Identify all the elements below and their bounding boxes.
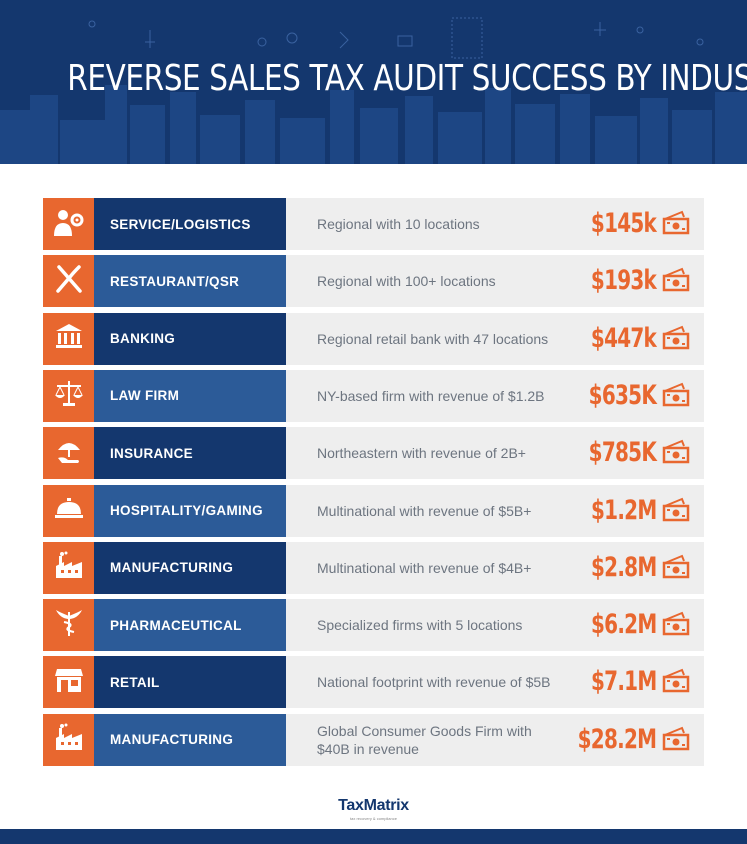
table-row: SERVICE/LOGISTICS Regional with 10 locati… [43,198,704,250]
table-row: INSURANCE Northeastern with revenue of 2B… [43,427,704,480]
industry-label: INSURANCE [110,445,193,461]
industry-label-box: INSURANCE [94,427,286,480]
industry-label-box: RESTAURANT/QSR [94,255,286,308]
description-box: Global Consumer Goods Firm with $40B in … [286,713,704,766]
description-box: Northeastern with revenue of 2B+ [286,427,704,480]
recovered-amount: $447k [590,322,657,354]
service-bell-icon [53,495,85,526]
logo-text: TaxMatrix [338,797,409,814]
industry-label: SERVICE/LOGISTICS [110,216,251,232]
money-icon [662,611,690,642]
industry-description: Northeastern with revenue of 2B+ [317,445,526,462]
bank-icon [54,322,84,355]
recovered-amount: $193k [590,265,657,297]
factory-icon [54,722,84,757]
table-row: HOSPITALITY/GAMING Multinational with rev… [43,484,704,537]
city-skyline-graphic [0,17,747,164]
factory-icon [54,550,84,585]
money-icon [662,325,690,356]
industry-icon-box [43,656,94,709]
money-icon [662,497,690,528]
industry-label: BANKING [110,331,176,347]
money-icon [662,210,690,241]
industry-label-box: LAW FIRM [94,369,286,422]
table-row: PHARMACEUTICAL Specialized firms with 5 l… [43,599,704,652]
description-box: Multinational with revenue of $4B+ [286,541,704,594]
scales-icon [53,379,85,412]
caduceus-icon [54,608,84,643]
table-row: MANUFACTURING Global Consumer Goods Firm … [43,713,704,766]
industry-label: PHARMACEUTICAL [110,617,242,633]
fork-knife-icon [54,264,84,299]
industry-description: Global Consumer Goods Firm with $40B in … [317,722,532,757]
industry-icon-box [43,427,94,480]
description-box: NY-based firm with revenue of $1.2B [286,369,704,422]
page-title: REVERSE SALES TAX AUDIT SUCCESS BY INDUS… [67,58,747,99]
recovered-amount: $2.8M [590,551,657,583]
industry-description: National footprint with revenue of $5B [317,674,551,691]
industry-icon-box [43,198,94,250]
industry-label-box: MANUFACTURING [94,541,286,594]
industry-label: HOSPITALITY/GAMING [110,503,263,518]
money-icon [662,726,690,757]
industry-description: Multinational with revenue of $5B+ [317,502,532,519]
industry-label-box: HOSPITALITY/GAMING [94,484,286,537]
recovered-amount: $145k [590,208,657,239]
storefront-icon [54,665,84,700]
industry-label-box: MANUFACTURING [94,713,286,766]
description-box: Regional retail bank with 47 locations [286,312,704,365]
description-box: Regional with 10 locations [286,198,704,250]
recovered-amount: $1.2M [590,494,657,526]
industry-description: Regional retail bank with 47 locations [317,330,549,347]
industry-description: Regional with 10 locations [317,216,480,232]
umbrella-hand-icon [54,436,84,471]
table-row: RESTAURANT/QSR Regional with 100+ locatio… [43,255,704,308]
industry-icon-box [43,369,94,422]
table-row: RETAIL National footprint with revenue of… [43,656,704,709]
industry-icon-box [43,713,94,766]
industry-icon-box [43,312,94,365]
industry-description: NY-based firm with revenue of $1.2B [317,387,545,404]
industry-label-box: BANKING [94,312,286,365]
recovered-amount: $6.2M [590,609,657,641]
description-box: Multinational with revenue of $5B+ [286,484,704,537]
table-row: MANUFACTURING Multinational with revenue … [43,541,704,594]
industry-icon-box [43,255,94,308]
service-logistics-icon [53,207,85,242]
money-icon [662,382,690,413]
industry-description: Regional with 100+ locations [317,273,496,290]
footer-bar [0,829,747,844]
money-icon [662,267,690,298]
recovered-amount: $28.2M [577,723,656,755]
industry-description: Multinational with revenue of $4B+ [317,559,532,576]
money-icon [662,439,690,470]
industry-description: Specialized firms with 5 locations [317,617,523,634]
table-row: LAW FIRM NY-based firm with revenue of $1… [43,369,704,422]
taxmatrix-logo: TaxMatrix tax recovery & compliance [0,797,747,821]
industry-label: RETAIL [110,674,160,690]
description-box: Regional with 100+ locations [286,255,704,308]
industry-icon-box [43,599,94,652]
logo-tagline: tax recovery & compliance [350,816,397,821]
money-icon [662,554,690,585]
table-row: BANKING Regional retail bank with 47 loca… [43,312,704,365]
recovered-amount: $785K [588,437,657,469]
money-icon [662,668,690,699]
industry-label-box: PHARMACEUTICAL [94,599,286,652]
description-box: National footprint with revenue of $5B [286,656,704,709]
industry-label: RESTAURANT/QSR [110,273,240,289]
industry-label: LAW FIRM [110,388,180,404]
industry-icon-box [43,541,94,594]
recovered-amount: $635K [588,379,657,411]
industry-label: MANUFACTURING [110,560,234,576]
recovered-amount: $7.1M [590,666,657,698]
industry-label-box: RETAIL [94,656,286,709]
industry-icon-box [43,484,94,537]
description-box: Specialized firms with 5 locations [286,599,704,652]
header-banner: REVERSE SALES TAX AUDIT SUCCESS BY INDUS… [0,0,747,164]
industry-label-box: SERVICE/LOGISTICS [94,198,286,250]
industry-label: MANUFACTURING [110,732,234,748]
